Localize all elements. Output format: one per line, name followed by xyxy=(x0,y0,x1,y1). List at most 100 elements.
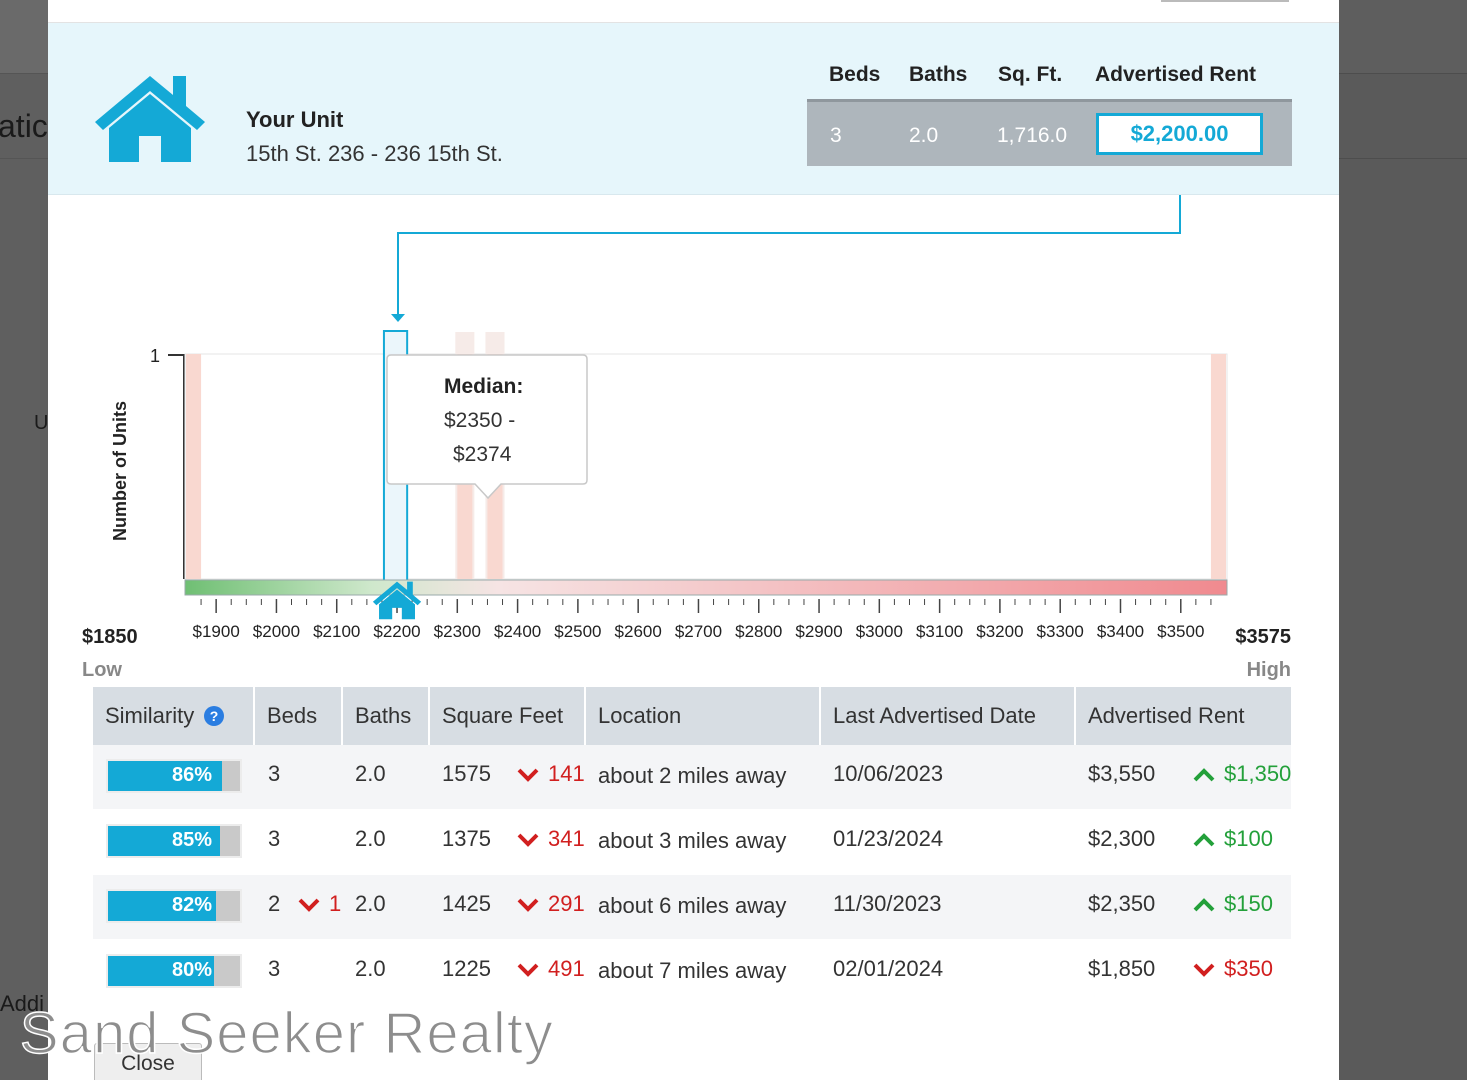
rent-value: $2,300 xyxy=(1088,826,1156,851)
location-value: about 7 miles away xyxy=(598,958,787,983)
rent-value: $3,550 xyxy=(1088,761,1156,786)
baths-value: 2.0 xyxy=(355,761,386,786)
sqft-delta-value: 491 xyxy=(548,956,585,981)
modal-top-strip xyxy=(48,0,1339,23)
header-last-advertised-date[interactable]: Last Advertised Date xyxy=(821,687,1074,745)
beds-value: 2 xyxy=(268,891,281,916)
x-tick-label: $3100 xyxy=(916,622,963,641)
chevron-up-icon xyxy=(1193,898,1215,912)
y-axis-label: Number of Units xyxy=(110,401,130,541)
baths-header: Baths xyxy=(909,63,968,86)
rent-delta-value: $150 xyxy=(1224,891,1273,916)
tooltip-line-2: $2374 xyxy=(453,443,512,466)
similarity-value: 80% xyxy=(171,959,212,981)
similarity-value: 85% xyxy=(171,829,212,851)
baths-value: 2.0 xyxy=(355,956,386,981)
header-similarity[interactable]: Similarity ? xyxy=(93,687,253,745)
rent-value: $2,350 xyxy=(1088,891,1156,916)
x-tick-label: $3300 xyxy=(1037,622,1084,641)
high-label: High xyxy=(1247,659,1291,681)
y-axis-max-tick: 1 xyxy=(150,346,160,366)
your-unit-baths: 2.0 xyxy=(909,124,939,147)
date-value: 02/01/2024 xyxy=(833,956,944,981)
sqft-delta: 141 xyxy=(517,761,585,787)
chevron-up-icon xyxy=(1193,833,1215,847)
baths-value: 2.0 xyxy=(355,826,386,851)
sqft-header: Sq. Ft. xyxy=(998,63,1063,86)
similarity-value: 82% xyxy=(171,894,212,916)
your-unit-rent: $2,200.00 xyxy=(1096,113,1263,155)
background-divider xyxy=(0,158,48,159)
location-value: about 3 miles away xyxy=(598,828,787,853)
similarity-bar: 85% xyxy=(106,824,242,858)
house-icon xyxy=(95,76,205,162)
background-text: U xyxy=(34,412,49,434)
beds-value: 3 xyxy=(268,761,281,786)
chevron-up-icon xyxy=(1193,768,1215,782)
chevron-down-icon xyxy=(517,768,539,783)
help-icon[interactable]: ? xyxy=(204,706,225,726)
beds-delta: 1 xyxy=(298,891,341,917)
price-gradient-axis xyxy=(184,579,1228,596)
chevron-down-icon xyxy=(517,963,539,978)
location-value: about 6 miles away xyxy=(598,893,787,918)
similarity-fill xyxy=(108,761,222,791)
your-unit-title: Your Unit xyxy=(246,107,344,132)
table-row[interactable]: 82% 2 1 2.0 1425 291 about 6 miles away 11/30/2… xyxy=(93,875,1291,939)
svg-text:?: ? xyxy=(210,708,219,724)
rent-value: $1,850 xyxy=(1088,956,1156,981)
tooltip-line-1: $2350 - xyxy=(444,409,515,432)
modal-top-control[interactable] xyxy=(1161,0,1289,2)
x-tick-label: $3200 xyxy=(976,622,1023,641)
header-beds[interactable]: Beds xyxy=(255,687,341,745)
beds-value: 3 xyxy=(268,956,281,981)
x-tick-label: $2600 xyxy=(615,622,662,641)
plot-area xyxy=(184,353,1228,580)
x-tick-label: $3000 xyxy=(856,622,903,641)
date-value: 10/06/2023 xyxy=(833,761,944,786)
similarity-bar: 82% xyxy=(106,889,242,923)
header-advertised-rent[interactable]: Advertised Rent xyxy=(1076,687,1291,745)
x-tick-label: $3500 xyxy=(1157,622,1204,641)
background-header xyxy=(1339,0,1467,74)
tick-labels: $1900 $2000 $2100 $2200 $2300 $2400 $2500 $2600… xyxy=(193,622,1205,641)
background-divider xyxy=(1339,158,1467,159)
histogram-bar[interactable] xyxy=(186,354,202,579)
table-row[interactable]: 85% 3 2.0 1375 341 about 3 miles away 01/23/20… xyxy=(93,810,1291,874)
your-unit-address: 15th St. 236 - 236 15th St. xyxy=(246,141,503,166)
beds-header: Beds xyxy=(829,63,881,86)
sqft-value: 1575 xyxy=(442,761,491,786)
close-button[interactable]: Close xyxy=(94,1043,202,1080)
similarity-bar: 80% xyxy=(106,954,242,988)
histogram-bar[interactable] xyxy=(1210,354,1226,579)
rent-delta: $350 xyxy=(1193,956,1273,982)
x-tick-label: $2500 xyxy=(554,622,601,641)
chevron-down-icon xyxy=(298,898,320,913)
rent-header: Advertised Rent xyxy=(1095,63,1257,86)
background-header xyxy=(0,0,48,74)
chevron-down-icon xyxy=(1193,963,1215,978)
x-tick-label: $2800 xyxy=(735,622,782,641)
x-tick-label: $2100 xyxy=(313,622,360,641)
median-tooltip: Median: $2350 - $2374 xyxy=(386,354,588,500)
your-unit-panel: Your Unit 15th St. 236 - 236 15th St. Be… xyxy=(48,23,1339,195)
date-value: 11/30/2023 xyxy=(833,891,942,916)
x-tick-label: $2300 xyxy=(434,622,481,641)
minor-ticks xyxy=(200,599,1212,613)
similarity-fill xyxy=(108,891,216,921)
table-row[interactable]: 80% 3 2.0 1225 491 about 7 miles away 02/01/20… xyxy=(93,940,1291,1004)
similarity-fill xyxy=(108,956,214,986)
sqft-delta: 341 xyxy=(517,826,585,852)
header-location[interactable]: Location xyxy=(586,687,819,745)
date-value: 01/23/2024 xyxy=(833,826,944,851)
similarity-bar: 86% xyxy=(106,759,242,793)
high-value: $3575 xyxy=(1235,626,1291,648)
similarity-fill xyxy=(108,826,220,856)
header-square-feet[interactable]: Square Feet xyxy=(430,687,584,745)
low-value: $1850 xyxy=(82,626,138,648)
tooltip-title: Median: xyxy=(444,375,523,398)
table-row[interactable]: 86% 3 2.0 1575 141 about 2 miles away 10/06/20… xyxy=(93,745,1291,809)
sqft-delta-value: 291 xyxy=(548,891,585,916)
header-baths[interactable]: Baths xyxy=(343,687,428,745)
chevron-down-icon xyxy=(517,833,539,848)
